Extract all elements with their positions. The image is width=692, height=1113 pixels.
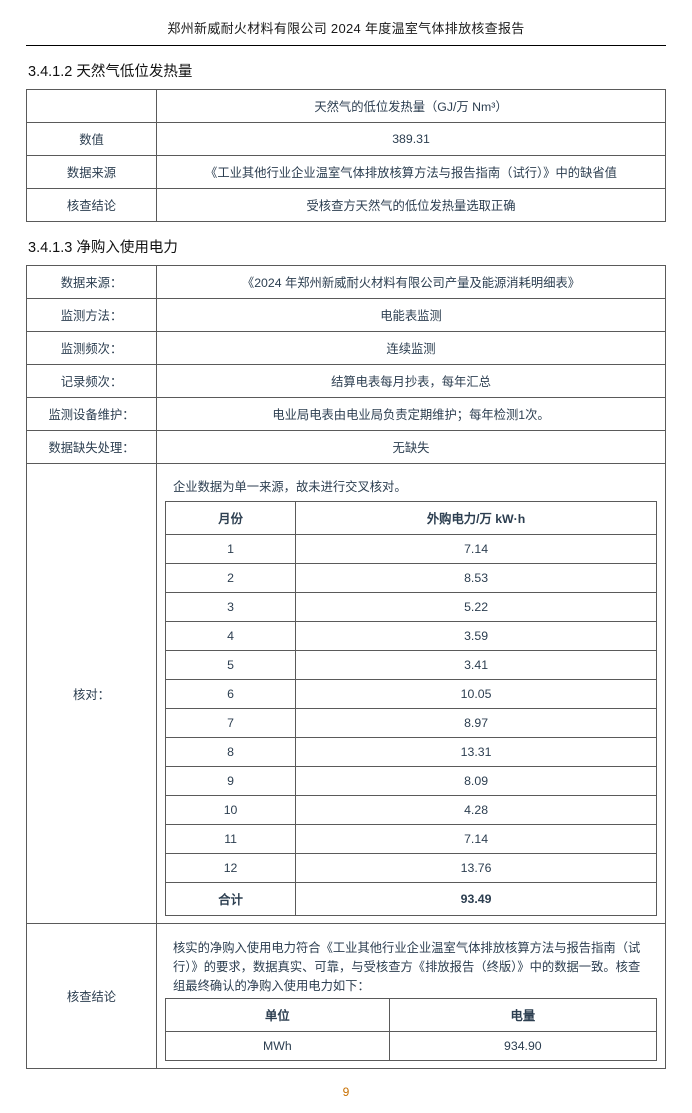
monthly-table-total-row[interactable]: 合计 93.49 bbox=[166, 883, 657, 916]
check-label: 核对： bbox=[27, 464, 157, 924]
epr-row-maintenance: 监测设备维护： 电业局电表由电业局负责定期维护；每年检测1次。 bbox=[27, 398, 666, 431]
epr-row-data-missing: 数据缺失处理： 无缺失 bbox=[27, 431, 666, 464]
section-3413-title: 3.4.1.3 净购入使用电力 bbox=[28, 236, 666, 257]
table-row[interactable]: 10 4.28 bbox=[166, 796, 657, 825]
page-number: 9 bbox=[0, 1085, 692, 1099]
ngh-row2-value[interactable]: 受核查方天然气的低位发热量选取正确 bbox=[157, 189, 666, 222]
ngh-row1-label: 数据来源 bbox=[27, 156, 157, 189]
electricity-purchase-table[interactable]: 数据来源： 《2024 年郑州新威耐火材料有限公司产量及能源消耗明细表》 监测方… bbox=[26, 265, 666, 1069]
ngh-row0-value[interactable]: 389.31 bbox=[157, 123, 666, 156]
table-row[interactable]: 11 7.14 bbox=[166, 825, 657, 854]
monthly-electricity-table[interactable]: 月份 外购电力/万 kW·h 1 7.14 2 8.53 bbox=[165, 501, 657, 916]
ngh-row0-label: 数值 bbox=[27, 123, 157, 156]
table-row[interactable]: 1 7.14 bbox=[166, 535, 657, 564]
final-electricity-summary-table[interactable]: 单位 电量 MWh 934.90 bbox=[165, 998, 657, 1061]
epr-row-record-freq: 记录频次： 结算电表每月抄表，每年汇总 bbox=[27, 365, 666, 398]
epr-row-conclusion: 核查结论 核实的净购入使用电力符合《工业其他行业企业温室气体排放核算方法与报告指… bbox=[27, 924, 666, 1069]
epr-row-monitor-freq: 监测频次： 连续监测 bbox=[27, 332, 666, 365]
monthly-table-header-value: 外购电力/万 kW·h bbox=[296, 502, 657, 535]
epr-row-data-source: 数据来源： 《2024 年郑州新威耐火材料有限公司产量及能源消耗明细表》 bbox=[27, 266, 666, 299]
ngh-row2-label: 核查结论 bbox=[27, 189, 157, 222]
table-row[interactable]: 7 8.97 bbox=[166, 709, 657, 738]
section-3412-title: 3.4.1.2 天然气低位发热量 bbox=[28, 60, 666, 81]
table-row[interactable]: 4 3.59 bbox=[166, 622, 657, 651]
conclusion-label: 核查结论 bbox=[27, 924, 157, 1069]
table-row[interactable]: 3 5.22 bbox=[166, 593, 657, 622]
table-row[interactable]: 5 3.41 bbox=[166, 651, 657, 680]
ngh-row1-value[interactable]: 《工业其他行业企业温室气体排放核算方法与报告指南（试行）》中的缺省值 bbox=[157, 156, 666, 189]
natural-gas-heat-table[interactable]: 天然气的低位发热量（GJ/万 Nm³） 数值 389.31 数据来源 《工业其他… bbox=[26, 89, 666, 222]
table-row[interactable]: 8 13.31 bbox=[166, 738, 657, 767]
table-row[interactable]: 2 8.53 bbox=[166, 564, 657, 593]
monthly-table-header-month: 月份 bbox=[166, 502, 296, 535]
table-row[interactable]: 9 8.09 bbox=[166, 767, 657, 796]
table-row[interactable]: 12 13.76 bbox=[166, 854, 657, 883]
epr-row-check: 核对： 企业数据为单一来源，故未进行交叉核对。 月份 外购电力/万 kW·h 1… bbox=[27, 464, 666, 924]
table-row[interactable]: 6 10.05 bbox=[166, 680, 657, 709]
ngh-col-header: 天然气的低位发热量（GJ/万 Nm³） bbox=[157, 90, 666, 123]
summary-table-header-unit: 单位 bbox=[166, 999, 390, 1032]
summary-table-header-value: 电量 bbox=[389, 999, 656, 1032]
document-page: { "header": { "title": "郑州新威耐火材料有限公司 202… bbox=[0, 0, 692, 1113]
conclusion-text: 核实的净购入使用电力符合《工业其他行业企业温室气体排放核算方法与报告指南（试行）… bbox=[165, 931, 657, 998]
epr-row-monitor-method: 监测方法： 电能表监测 bbox=[27, 299, 666, 332]
page-header-title: 郑州新威耐火材料有限公司 2024 年度温室气体排放核查报告 bbox=[26, 18, 666, 46]
check-intro-text: 企业数据为单一来源，故未进行交叉核对。 bbox=[165, 471, 657, 501]
table-row[interactable]: MWh 934.90 bbox=[166, 1032, 657, 1061]
